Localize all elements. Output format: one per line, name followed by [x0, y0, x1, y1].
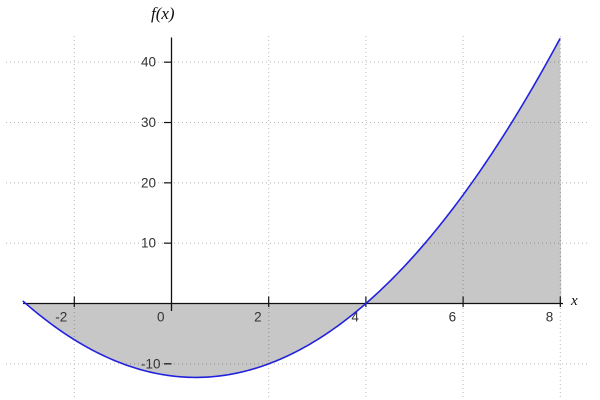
- shaded-region: [25, 38, 562, 378]
- x-axis-title: x: [571, 293, 578, 309]
- gridlines: [6, 36, 588, 398]
- x-tick-label: 4: [351, 310, 359, 325]
- y-tick-label: 10: [141, 236, 156, 251]
- function-curve: [22, 38, 561, 379]
- x-tick-label: 0: [157, 310, 165, 325]
- y-tick-label: 40: [141, 55, 156, 70]
- x-tick-label: -2: [55, 310, 67, 325]
- y-tick-label: 30: [141, 115, 156, 130]
- x-tick-label: 2: [254, 310, 262, 325]
- tick-marks: [73, 61, 561, 365]
- y-tick-label: -10: [141, 356, 161, 371]
- x-tick-label: 6: [449, 310, 457, 325]
- x-tick-label: 8: [546, 310, 554, 325]
- y-tick-label: 20: [141, 175, 156, 190]
- y-axis-title: f(x): [151, 4, 175, 23]
